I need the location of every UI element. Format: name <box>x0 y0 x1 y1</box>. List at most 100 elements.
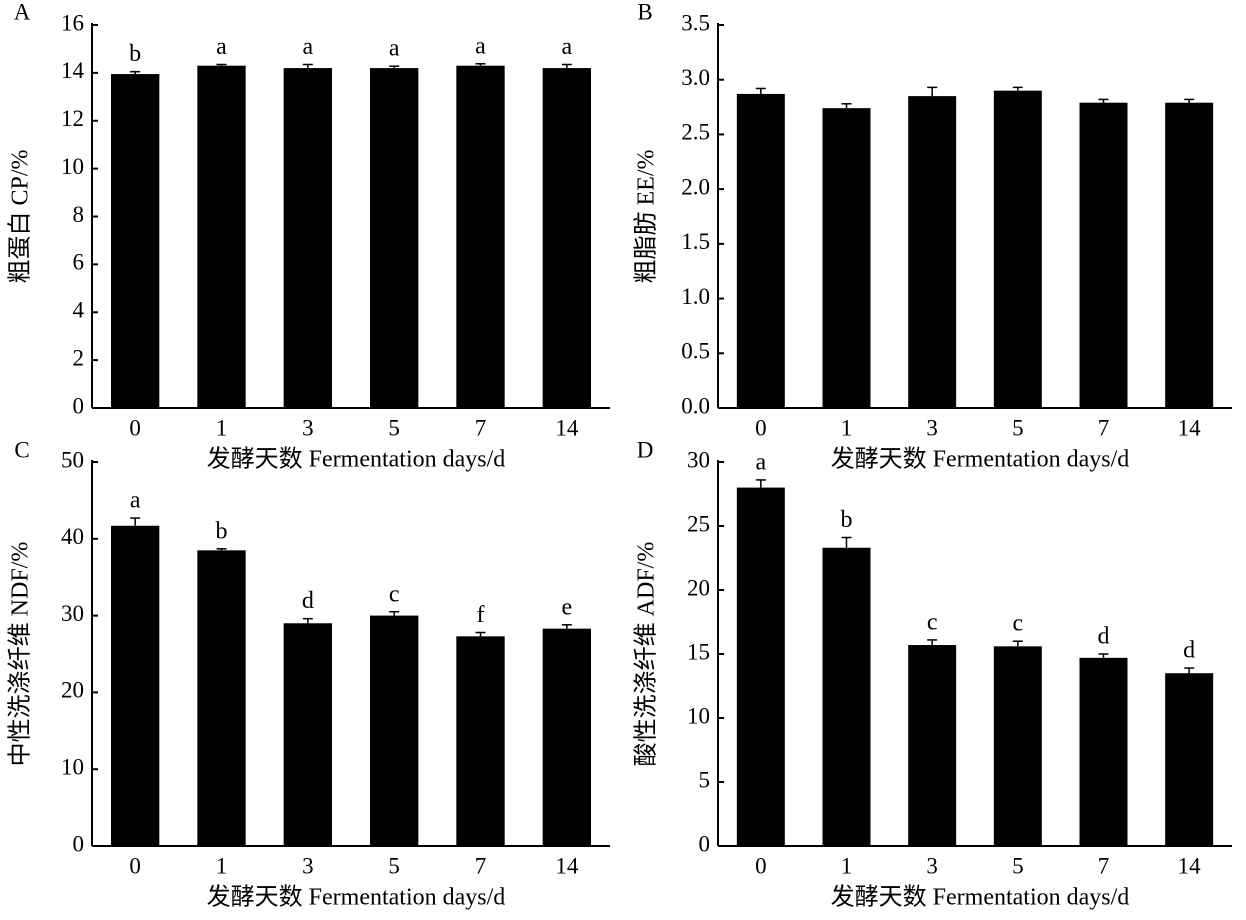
significance-letter: f <box>477 602 485 628</box>
x-tick-label: 7 <box>1098 415 1110 440</box>
y-tick-label: 40 <box>61 524 84 549</box>
y-tick-label: 1.0 <box>681 284 710 309</box>
y-tick-label: 3.0 <box>681 65 710 90</box>
x-tick-label: 5 <box>388 415 400 440</box>
bar <box>822 108 871 408</box>
x-tick-label: 7 <box>475 853 487 878</box>
panel-label: C <box>14 437 29 462</box>
bar <box>197 550 246 846</box>
bar <box>993 90 1042 409</box>
y-tick-label: 0 <box>73 831 85 856</box>
significance-letter: d <box>1183 638 1195 664</box>
x-tick-label: 3 <box>302 853 314 878</box>
y-tick-label: 20 <box>687 575 710 600</box>
significance-letter: c <box>1013 611 1024 637</box>
y-tick-label: 5 <box>699 767 711 792</box>
x-tick-label: 3 <box>926 415 938 440</box>
significance-letter: a <box>130 488 141 514</box>
x-tick-label: 1 <box>216 415 228 440</box>
y-tick-label: 10 <box>61 754 84 779</box>
x-tick-label: 0 <box>129 415 141 440</box>
x-tick-label: 0 <box>129 853 141 878</box>
bar <box>736 487 785 846</box>
y-tick-label: 1.5 <box>681 229 710 254</box>
bar <box>369 615 419 846</box>
significance-letter: b <box>841 507 853 533</box>
significance-letter: e <box>562 594 573 620</box>
significance-letter: a <box>475 33 486 59</box>
y-tick-label: 0 <box>73 393 85 418</box>
bar <box>1165 102 1214 409</box>
y-tick-label: 10 <box>61 154 84 179</box>
y-tick-label: 16 <box>61 10 84 35</box>
y-tick-label: 2 <box>73 345 85 370</box>
bar <box>456 65 505 408</box>
bar <box>1165 673 1214 846</box>
x-axis-label: 发酵天数 Fermentation days/d <box>207 446 506 473</box>
x-tick-label: 5 <box>1012 415 1024 440</box>
x-tick-label: 3 <box>926 853 938 878</box>
y-tick-label: 30 <box>61 601 84 626</box>
y-tick-label: 15 <box>687 639 710 664</box>
significance-letter: a <box>562 34 573 60</box>
significance-letter: a <box>756 449 767 475</box>
y-tick-label: 12 <box>61 106 84 131</box>
x-tick-label: 7 <box>1098 853 1110 878</box>
bar <box>908 645 957 846</box>
significance-letter: d <box>302 588 314 614</box>
y-tick-label: 30 <box>687 447 710 472</box>
y-tick-label: 4 <box>73 298 85 323</box>
x-tick-label: 14 <box>1178 853 1202 878</box>
significance-letter: b <box>216 518 228 544</box>
x-axis-label: 发酵天数 Fermentation days/d <box>831 446 1130 473</box>
x-tick-label: 0 <box>755 853 767 878</box>
y-tick-label: 2.5 <box>681 120 710 145</box>
x-tick-label: 0 <box>755 415 767 440</box>
x-axis-label: 发酵天数 Fermentation days/d <box>831 884 1130 911</box>
y-tick-label: 14 <box>61 58 85 83</box>
y-axis-label: 中性洗涤纤维 NDF/% <box>7 542 34 767</box>
significance-letter: a <box>303 34 314 60</box>
x-tick-label: 1 <box>216 853 228 878</box>
x-axis-label: 发酵天数 Fermentation days/d <box>207 884 506 911</box>
y-tick-label: 20 <box>61 678 84 703</box>
significance-letter: b <box>129 41 141 67</box>
x-tick-label: 1 <box>841 853 853 878</box>
bar <box>542 68 592 409</box>
y-tick-label: 0.0 <box>681 393 710 418</box>
x-tick-label: 1 <box>841 415 853 440</box>
significance-letter: c <box>927 609 938 635</box>
y-tick-label: 8 <box>73 202 85 227</box>
y-tick-label: 25 <box>687 511 710 536</box>
y-axis-label: 粗脂肪 EE/% <box>633 150 660 284</box>
bar <box>822 547 871 846</box>
bar <box>369 68 419 409</box>
bar <box>542 628 592 846</box>
significance-letter: c <box>389 581 400 607</box>
significance-letter: d <box>1098 624 1110 650</box>
y-tick-label: 10 <box>687 703 710 728</box>
bar <box>283 68 333 409</box>
bar <box>736 93 785 408</box>
bar <box>110 74 160 409</box>
bar <box>283 623 333 846</box>
significance-letter: a <box>216 34 227 60</box>
bar <box>197 65 246 408</box>
y-tick-label: 0.5 <box>681 339 710 364</box>
y-tick-label: 50 <box>61 447 84 472</box>
bar <box>1079 102 1128 409</box>
panel-label: D <box>637 437 654 462</box>
bar <box>993 646 1042 846</box>
x-tick-label: 5 <box>1012 853 1024 878</box>
y-tick-label: 2.0 <box>681 174 710 199</box>
x-tick-label: 3 <box>302 415 314 440</box>
y-axis-label: 粗蛋白 CP/% <box>7 149 34 283</box>
y-axis-label: 酸性洗涤纤维 ADF/% <box>633 542 660 767</box>
x-tick-label: 7 <box>475 415 487 440</box>
panel-label: A <box>14 0 31 24</box>
x-tick-label: 5 <box>388 853 400 878</box>
significance-letter: a <box>389 36 400 62</box>
bar <box>908 96 957 408</box>
bar <box>1079 657 1128 846</box>
